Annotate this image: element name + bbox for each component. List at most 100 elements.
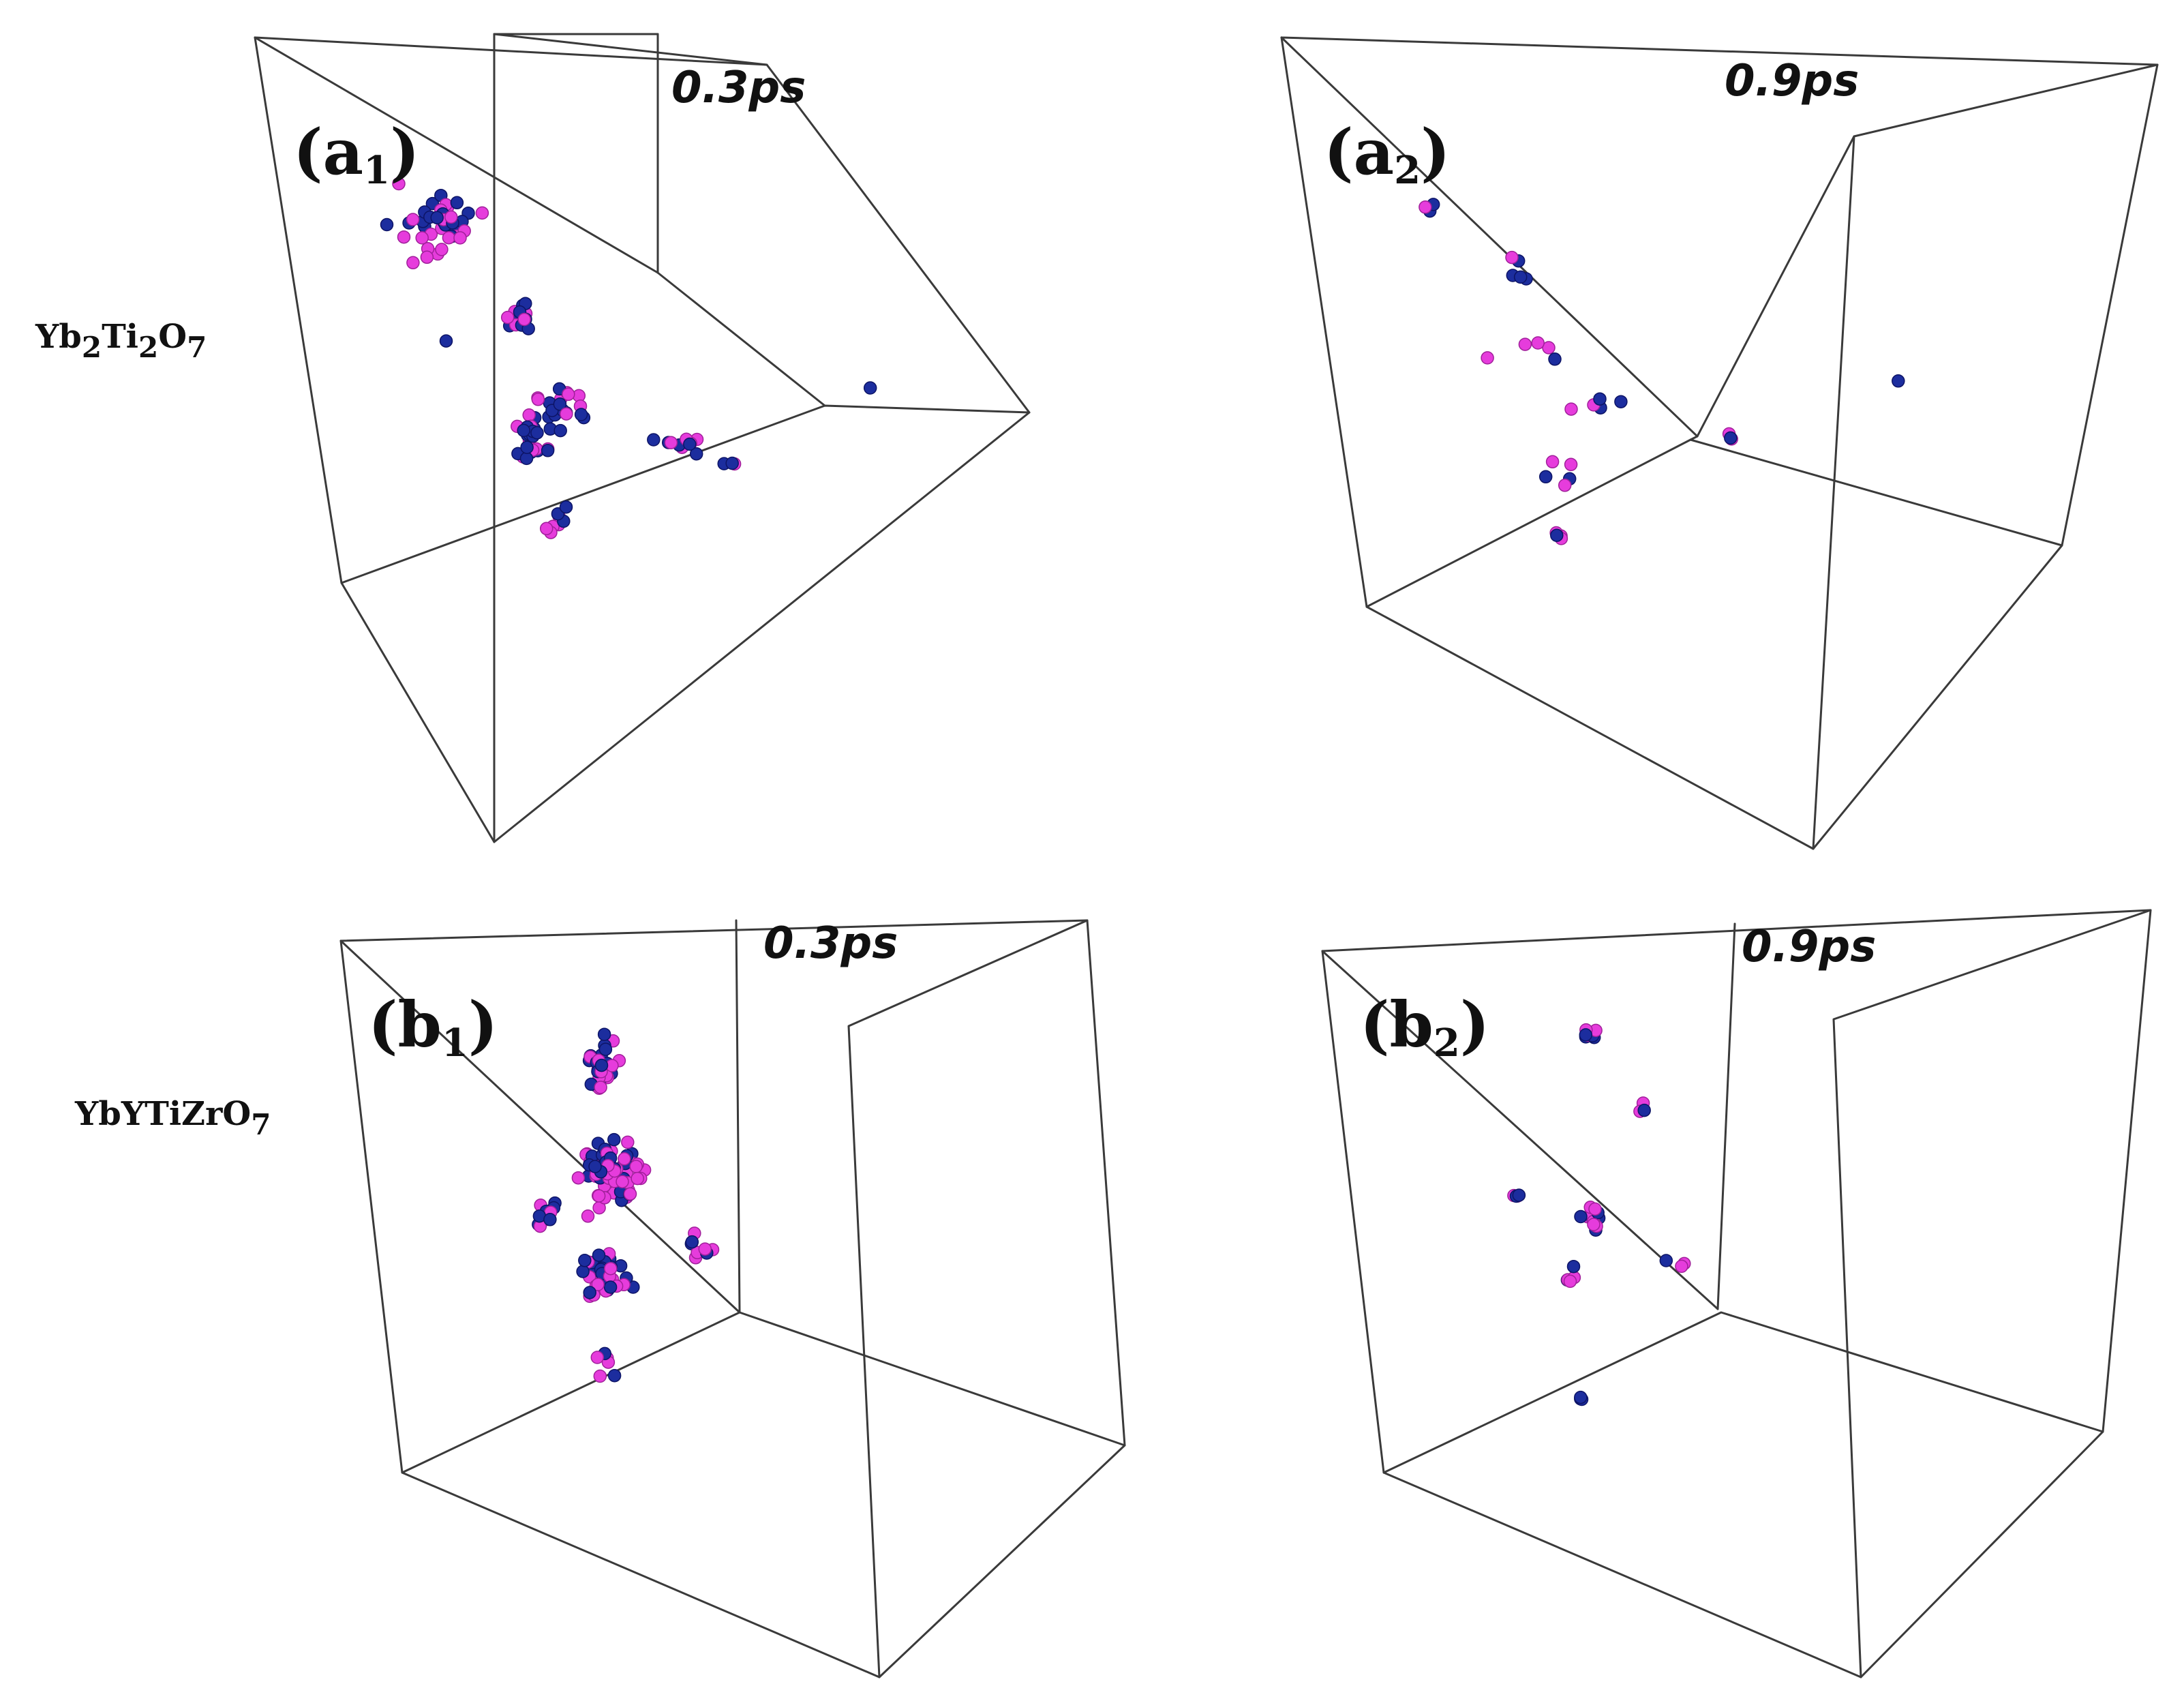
atoms-b2-atom-25 — [1588, 1202, 1602, 1216]
atoms-b2-atom-24 — [1587, 1218, 1601, 1231]
atoms-b1-atom-85 — [621, 1135, 635, 1149]
atoms-a1-atom-104 — [647, 433, 661, 447]
atoms-a2-atom-30 — [1481, 351, 1494, 365]
atoms-a1-atom-27 — [442, 230, 456, 245]
simulation-box-b2 — [1321, 909, 2152, 1679]
atoms-b1-atom-23 — [598, 1042, 613, 1056]
atoms-b1-atom-50 — [607, 1132, 621, 1147]
time-label-b1: 0.3ps — [763, 918, 898, 969]
atoms-a1-atom-117 — [439, 334, 453, 348]
atoms-b1-atom-58 — [581, 1209, 595, 1223]
atoms-b1-atom-88 — [623, 1187, 637, 1201]
row-label-a: Yb2Ti2O7 — [35, 318, 207, 364]
atoms-a1-atom-16 — [435, 243, 449, 256]
atoms-b1-atom-137 — [583, 1286, 596, 1299]
atoms-a1-atom-38 — [430, 211, 444, 225]
atoms-a1-atom-49 — [500, 310, 515, 325]
atoms-a1-atom-106 — [664, 436, 678, 449]
atoms-b2-atom-29 — [1563, 1274, 1577, 1289]
atoms-a2-atom-15 — [1593, 392, 1607, 406]
panel-a2: 0.9ps (a2) — [1280, 36, 2159, 850]
panel-b1: 0.3ps (b1) — [339, 918, 1126, 1679]
atoms-b1-atom-145 — [685, 1235, 699, 1249]
atoms-a2-atom-14 — [1564, 402, 1578, 416]
atoms-a1-atom-20 — [450, 196, 464, 210]
time-label-a1: 0.3ps — [671, 63, 806, 113]
atoms-b1-atom-136 — [578, 1254, 592, 1267]
atoms-b2-atom-20 — [1574, 1209, 1588, 1224]
atoms-b2-atom-6 — [1579, 1028, 1593, 1042]
atoms-a2-atom-21 — [1538, 470, 1553, 484]
panel-label-a1: (a1) — [293, 115, 420, 193]
atoms-a2-atom-11 — [1548, 352, 1562, 366]
atoms-a2-atom-10 — [1531, 336, 1545, 350]
atoms-a2-atom-2 — [1419, 200, 1432, 214]
atoms-a2-atom-20 — [1558, 479, 1572, 492]
atoms-b1-atom-144 — [698, 1242, 712, 1256]
atoms-b1-atom-129 — [576, 1265, 590, 1278]
atoms-b2 — [1507, 1023, 1691, 1406]
panel-label-b1: (b1) — [368, 988, 498, 1066]
atoms-a1-atom-39 — [392, 177, 406, 191]
atoms-b1-atom-26 — [594, 1058, 609, 1072]
panel-label-a2: (a2) — [1324, 115, 1451, 193]
atoms-b1-atom-157 — [543, 1213, 557, 1226]
atoms-a2-atom-16 — [1614, 395, 1628, 408]
simulation-box-a2 — [1280, 36, 2159, 850]
atoms-b2-atom-13 — [1512, 1188, 1526, 1202]
atoms-a1-atom-92 — [519, 451, 534, 466]
atoms-a1-atom-32 — [397, 230, 411, 244]
atoms-b1-atom-93 — [571, 1171, 586, 1185]
atoms-a1-atom-36 — [444, 210, 458, 224]
atoms-a1-atom-72 — [553, 397, 567, 411]
atoms-a1-atom-74 — [522, 408, 536, 422]
atoms-a2-atom-18 — [1564, 457, 1578, 472]
simulation-box-b1 — [339, 919, 1126, 1679]
atoms-b1-atom-127 — [592, 1248, 606, 1262]
atoms-a1-atom-96 — [520, 440, 534, 454]
atoms-b1-atom-163 — [593, 1369, 607, 1383]
atoms-a1-atom-24 — [406, 213, 420, 226]
atoms-a2-atom-28 — [1724, 431, 1738, 445]
atoms-a1-atom-73 — [574, 408, 588, 421]
simulation-box-a1 — [254, 33, 1031, 843]
atoms-a1-atom-25 — [415, 231, 429, 245]
atoms-b1-atom-135 — [591, 1278, 605, 1291]
atoms-a1-atom-64 — [553, 423, 567, 438]
atoms-a1-atom-103 — [689, 447, 703, 461]
atoms-b1-atom-27 — [594, 1081, 607, 1094]
atoms-a1-atom-19 — [406, 256, 420, 270]
atoms-b1-atom-133 — [603, 1280, 618, 1294]
panel-b2: 0.9ps (b2) — [1321, 909, 2152, 1679]
atoms-a2-atom-29 — [1892, 374, 1905, 388]
atoms-a1-atom-97 — [530, 426, 544, 440]
atoms-a1-atom-107 — [683, 437, 697, 451]
atoms-b1-atom-94 — [618, 1152, 631, 1166]
atoms-b1-atom-15 — [597, 1027, 611, 1041]
atoms-a1-atom-120 — [725, 456, 739, 470]
atoms-a1-atom-26 — [475, 206, 489, 220]
atoms-b2-atom-36 — [1574, 1390, 1588, 1404]
atoms-b1-atom-162 — [590, 1351, 605, 1364]
atoms-a1-atom-53 — [517, 312, 531, 327]
atoms-a1-atom-113 — [539, 522, 553, 536]
atoms-b1-atom-134 — [604, 1261, 618, 1276]
atoms-a1-atom-90 — [541, 444, 555, 457]
row-label-b: YbYTiZrO7 — [74, 1095, 271, 1141]
panel-a1: 0.3ps (a1) — [254, 33, 1031, 843]
atoms-a1-atom-95 — [517, 423, 530, 438]
atoms-b2-atom-30 — [1566, 1259, 1581, 1274]
time-label-b2: 0.9ps — [1742, 922, 1876, 972]
atoms-a1-atom-34 — [380, 217, 394, 232]
atoms-b1-atom-70 — [629, 1160, 643, 1173]
atoms-b2-atom-32 — [1659, 1254, 1673, 1267]
atoms-a1-atom-37 — [420, 250, 434, 265]
atoms-a1-atom-115 — [559, 500, 573, 514]
atoms-a1-atom-65 — [531, 393, 545, 406]
atoms-b1-atom-84 — [616, 1175, 629, 1188]
atoms-a2-atom-8 — [1542, 341, 1556, 355]
atoms-b1-atom-81 — [631, 1171, 644, 1186]
atoms-a1-atom-33 — [453, 231, 467, 245]
atoms-a2 — [1419, 198, 1905, 545]
